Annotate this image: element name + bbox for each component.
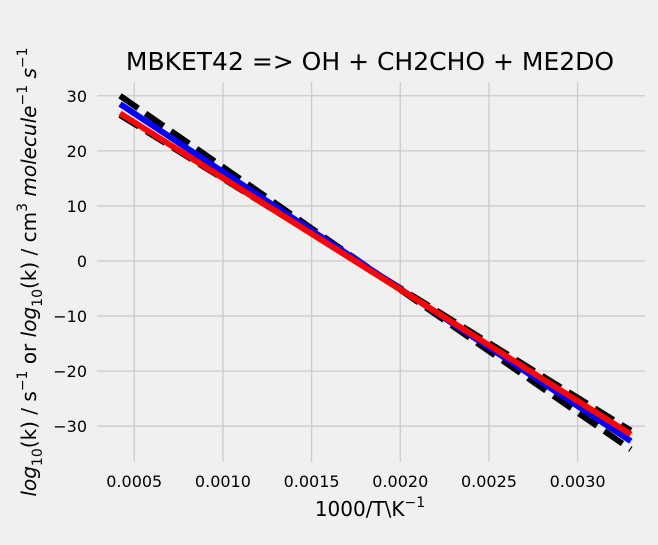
y-label-p4sub: 10 <box>30 289 46 307</box>
x-axis-label-sup: −1 <box>405 495 426 511</box>
y-label-p2: (k) / s <box>17 391 41 448</box>
y-tick-label: −10 <box>53 307 87 326</box>
series-line-4 <box>118 110 633 438</box>
y-tick-label: 10 <box>67 197 87 216</box>
y-tick-label: −20 <box>53 362 87 381</box>
x-tick-label: 0.0025 <box>461 472 517 491</box>
y-label-p5sup: 3 <box>15 203 31 212</box>
y-label-p7: s <box>17 68 41 85</box>
y-label-p2sup: −1 <box>15 371 31 392</box>
x-tick-label: 0.0020 <box>372 472 428 491</box>
y-axis-label: log10(k) / s−1 or log10(k) / cm3 molecul… <box>15 47 46 496</box>
y-label-p1sub: 10 <box>30 448 46 466</box>
y-tick-label: 0 <box>77 252 87 271</box>
x-tick-labels: 0.0005 0.0010 0.0015 0.0020 0.0025 0.0030 <box>106 472 605 491</box>
y-tick-label: 20 <box>67 142 87 161</box>
y-tick-labels: −30 −20 −10 0 10 20 30 <box>53 87 87 436</box>
y-label-p4: log <box>17 307 41 338</box>
x-tick-label: 0.0010 <box>195 472 251 491</box>
x-axis-label: 1000/T\K−1 <box>315 495 425 521</box>
x-axis-label-text: 1000/T\K <box>315 497 406 521</box>
x-tick-label: 0.0005 <box>106 472 162 491</box>
y-label-p6: molecule <box>17 105 41 202</box>
y-label-p1: log <box>17 466 41 497</box>
x-tick-label: 0.0015 <box>284 472 340 491</box>
y-label-p7sup: −1 <box>15 47 31 68</box>
y-label-p3: or <box>17 337 41 370</box>
y-label-p5: (k) / cm <box>17 212 41 289</box>
y-tick-label: −30 <box>53 417 87 436</box>
x-tick-label: 0.0030 <box>550 472 606 491</box>
chart-title: MBKET42 => OH + CH2CHO + ME2DO <box>126 47 614 76</box>
y-label-p6sup: −1 <box>15 85 31 106</box>
y-tick-label: 30 <box>67 87 87 106</box>
series-layer <box>118 93 633 452</box>
